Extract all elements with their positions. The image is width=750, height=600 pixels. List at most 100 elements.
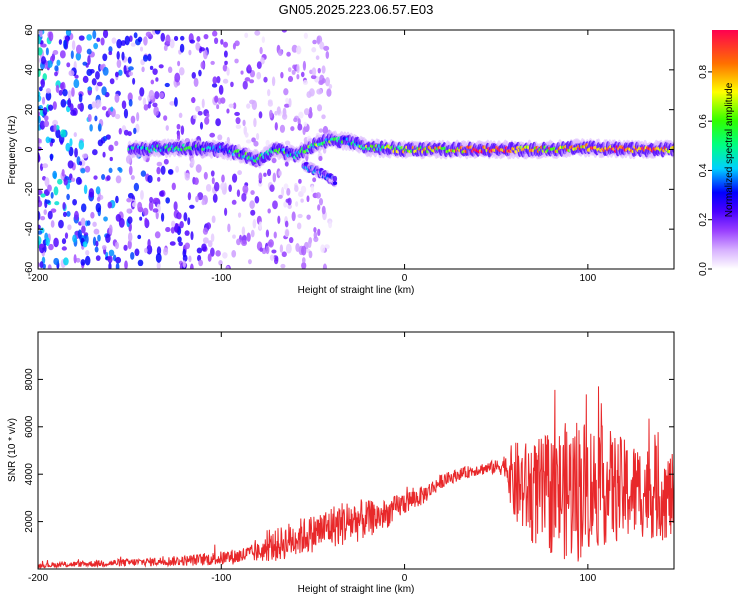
spectrogram-ytick-label: -40 bbox=[24, 222, 35, 237]
spectrogram-noise-point bbox=[42, 107, 48, 116]
spectrogram-band bbox=[332, 175, 338, 182]
spectrogram-noise-point bbox=[80, 168, 86, 174]
spectrogram-noise-point bbox=[267, 89, 271, 97]
spectrogram-noise-point bbox=[309, 106, 313, 114]
spectrogram-noise-point bbox=[269, 184, 275, 192]
spectrogram-noise-point bbox=[95, 186, 101, 195]
spectrogram-noise-point bbox=[114, 71, 119, 78]
spectrogram-noise-point bbox=[202, 227, 209, 235]
spectrogram-noise-point bbox=[193, 177, 199, 185]
spectrogram-noise-point bbox=[278, 170, 282, 177]
spectrogram-noise-point bbox=[179, 43, 185, 53]
spectrogram-noise-point bbox=[295, 243, 300, 252]
spectrogram-noise-point bbox=[38, 224, 41, 230]
spectrogram-noise-point bbox=[163, 115, 168, 121]
spectrogram-noise-point bbox=[159, 92, 164, 99]
spectrogram-noise-point bbox=[302, 60, 307, 71]
spectrogram-noise-point bbox=[211, 215, 216, 224]
spectrogram-ytick-label: -20 bbox=[24, 182, 35, 197]
spectrogram-noise-point bbox=[253, 140, 259, 147]
spectrogram-noise-point bbox=[140, 170, 147, 177]
spectrogram-noise-point bbox=[101, 106, 107, 111]
spectrogram-noise-point bbox=[222, 78, 229, 84]
spectrogram-noise-point bbox=[101, 174, 106, 181]
spectrogram-noise-point bbox=[71, 40, 76, 51]
spectrogram-noise-point bbox=[61, 169, 65, 177]
spectrogram-noise-point bbox=[49, 153, 54, 162]
spectrogram-noise-point bbox=[230, 81, 234, 88]
spectrogram-noise-point bbox=[41, 43, 47, 48]
spectrogram-noise-point bbox=[177, 60, 181, 67]
spectrogram-noise-point bbox=[320, 244, 326, 253]
spectrogram-noise-point bbox=[298, 178, 302, 184]
spectrogram-noise-point bbox=[47, 264, 52, 269]
spectrogram-noise-point bbox=[138, 95, 142, 101]
spectrogram-noise-point bbox=[73, 78, 80, 89]
spectrogram-noise-point bbox=[310, 74, 317, 80]
spectrogram-noise-point bbox=[45, 91, 52, 101]
spectrogram-noise-point bbox=[130, 175, 135, 180]
spectrogram-noise-point bbox=[73, 254, 77, 264]
spectrogram-noise-point bbox=[216, 104, 220, 110]
spectrogram-noise-point bbox=[318, 198, 324, 206]
spectrogram-noise-point bbox=[210, 247, 215, 257]
spectrogram-noise-point bbox=[38, 146, 42, 151]
spectrogram-noise-point bbox=[318, 80, 324, 86]
spectrogram-noise-point bbox=[84, 165, 91, 173]
spectrogram-noise-point bbox=[50, 138, 55, 144]
spectrogram-noise-point bbox=[220, 97, 226, 104]
spectrogram-noise-point bbox=[275, 256, 279, 262]
spectrogram-noise-point bbox=[128, 98, 133, 107]
spectrogram-noise-point bbox=[126, 197, 132, 203]
spectrogram-noise-point bbox=[165, 125, 169, 131]
spectrogram-noise-point bbox=[256, 61, 262, 69]
spectrogram-noise-point bbox=[201, 200, 206, 206]
spectrogram-noise-point bbox=[38, 236, 42, 245]
spectrogram-noise-point bbox=[81, 225, 86, 234]
spectrogram-noise-point bbox=[180, 35, 185, 41]
snr-ylabel: SNR (10 * v/v) bbox=[7, 418, 18, 482]
spectrogram-xlabel: Height of straight line (km) bbox=[298, 285, 415, 296]
spectrogram-noise-point bbox=[287, 67, 292, 73]
spectrogram-noise-point bbox=[322, 263, 327, 269]
spectrogram-noise-point bbox=[108, 51, 113, 56]
spectrogram-noise-point bbox=[92, 221, 97, 227]
spectrogram-noise-point bbox=[271, 157, 277, 164]
spectrogram-noise-point bbox=[115, 262, 120, 269]
spectrogram-noise-point bbox=[278, 194, 283, 199]
spectrogram-noise-point bbox=[100, 37, 105, 46]
colorbar-label: Normalized spectral amplitude bbox=[724, 82, 735, 217]
spectrogram-noise-point bbox=[87, 86, 93, 91]
spectrogram-noise-point bbox=[40, 56, 47, 65]
spectrogram-noise-point bbox=[47, 184, 52, 192]
spectrogram-noise-point bbox=[198, 69, 202, 77]
spectrogram-noise-point bbox=[133, 182, 140, 192]
spectrogram-noise-point bbox=[53, 124, 57, 133]
spectrogram-noise-point bbox=[58, 39, 63, 45]
spectrogram-noise-point bbox=[147, 53, 152, 62]
spectrogram-noise-point bbox=[107, 255, 113, 264]
spectrogram-noise-point bbox=[241, 239, 248, 246]
snr-xtick-label: -100 bbox=[211, 573, 231, 584]
spectrogram-noise-point bbox=[302, 127, 306, 136]
spectrogram-noise-point bbox=[178, 241, 183, 247]
spectrogram-noise-point bbox=[244, 77, 251, 82]
spectrogram-noise-point bbox=[52, 49, 59, 55]
spectrogram-noise-point bbox=[233, 102, 237, 110]
spectrogram-noise-point bbox=[306, 195, 310, 203]
spectrogram-noise-point bbox=[142, 207, 149, 216]
spectrogram-noise-point bbox=[204, 116, 210, 125]
spectrogram-noise-point bbox=[210, 60, 215, 65]
spectrogram-noise-point bbox=[284, 103, 290, 108]
spectrogram-noise-point bbox=[38, 86, 43, 92]
spectrogram-noise-point bbox=[174, 97, 178, 107]
spectrogram-noise-point bbox=[200, 61, 205, 69]
spectrogram-noise-point bbox=[80, 203, 87, 213]
spectrogram-noise-point bbox=[237, 212, 242, 218]
spectrogram-noise-point bbox=[252, 219, 257, 229]
spectrogram-noise-point bbox=[210, 233, 215, 242]
spectrogram-noise-point bbox=[139, 216, 143, 221]
spectrogram-noise-point bbox=[158, 64, 164, 69]
spectrogram-noise-point bbox=[108, 224, 113, 235]
spectrogram-noise-point bbox=[296, 73, 300, 80]
